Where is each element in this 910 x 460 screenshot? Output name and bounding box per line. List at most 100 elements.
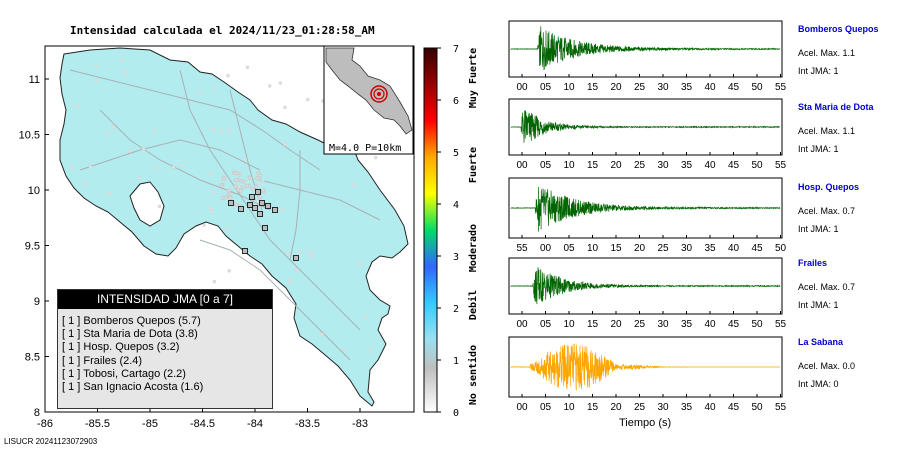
waveform-tick-label: 15 [587, 82, 599, 93]
network-station-dot [122, 69, 126, 74]
colorbar-level-label: Moderado [468, 224, 479, 272]
colorbar-tick-label: 7 [453, 44, 459, 55]
network-station-dot [320, 332, 324, 337]
network-station-dot [127, 149, 132, 154]
waveform-panel: 00 05 10 15 20 25 30 35 40 45 50 55 [508, 257, 786, 330]
network-station-dot [373, 155, 378, 160]
network-station-dot [212, 85, 216, 89]
network-station-dot [152, 129, 157, 133]
network-station-dot [250, 187, 255, 192]
network-station-dot [254, 184, 259, 189]
colorbar-tick-label: 3 [453, 252, 459, 263]
network-station-dot [256, 181, 261, 186]
colorbar-tick-label: 2 [453, 304, 459, 315]
network-station-dot [244, 183, 249, 188]
network-station-dot [70, 166, 75, 170]
network-station-dot [111, 125, 116, 129]
network-station-dot [283, 105, 287, 110]
waveform-panel: 00 05 10 15 20 25 30 35 40 45 50 55 [508, 98, 787, 171]
costa-rica-landmass [59, 47, 409, 407]
colorbar-ticks: 7 6 5 4 3 2 1 0 [437, 44, 459, 419]
network-station-dot [233, 184, 238, 189]
intensity-station-marker [228, 200, 234, 206]
x-tick-label: -86 [37, 418, 53, 430]
intensity-station-marker [255, 189, 261, 195]
waveform-tick-label: 05 [563, 243, 575, 254]
waveform-tick-label: 25 [634, 82, 646, 93]
jma-item: [ 1 ] Frailes (2.4) [62, 354, 143, 367]
intensity-station-marker [247, 202, 253, 208]
jma-item: [ 1 ] San Ignacio Acosta (1.6) [62, 381, 204, 394]
waveform-tick-label: 35 [681, 82, 693, 93]
waveform-panel: 00 05 10 15 20 25 30 35 40 45 50 55 [508, 20, 786, 93]
network-station-dot [255, 176, 260, 181]
waveform-tick-label: 15 [587, 402, 599, 413]
waveform-tick-label: 00 [516, 160, 528, 171]
network-station-dot [226, 73, 230, 78]
waveform-tick-label: 55 [775, 160, 787, 171]
network-station-dot [228, 195, 233, 200]
jma-item: [ 1 ] Bomberos Quepos (5.7) [62, 315, 201, 327]
waveform-tick-label: 30 [657, 160, 669, 171]
network-station-dot [227, 188, 232, 193]
waveform-tick-label: 00 [540, 243, 552, 254]
network-station-dot [235, 203, 240, 208]
network-station-dot [233, 178, 238, 183]
network-station-dot [311, 254, 315, 258]
waveform-tick-label: 10 [587, 243, 599, 254]
waveform-tick-label: 40 [704, 319, 716, 330]
x-tick-label: -85 [142, 418, 158, 430]
network-station-dot [245, 65, 250, 70]
intensity-station-marker [262, 225, 268, 231]
epicenter-marker [370, 85, 388, 103]
waveform-tick-label: 30 [657, 402, 669, 413]
inset-land [325, 47, 413, 135]
y-tick-label: 9.5 [25, 241, 40, 253]
network-station-dot [240, 185, 245, 190]
map-title: Intensidad calculada el 2024/11/23_01:28… [70, 24, 375, 37]
waveform-trace [510, 26, 781, 71]
network-station-dot [294, 267, 299, 272]
waveform-tick-label: 40 [704, 160, 716, 171]
waveform-tick-label: 20 [610, 160, 622, 171]
jma-item: [ 1 ] Tobosi, Cartago (2.2) [62, 367, 186, 380]
colorbar-levels: Muy Fuerte Fuerte Moderado Debil No sentido [467, 48, 479, 405]
network-station-dot [248, 175, 253, 180]
network-station-dot [342, 348, 347, 353]
colorbar-level-label: Muy Fuerte [468, 48, 479, 108]
waveform-tick-label: 05 [540, 82, 552, 93]
colorbar-tick-label: 4 [453, 200, 459, 211]
station-jma: Int JMA: 1 [798, 224, 839, 234]
waveform-tick-label: 55 [516, 243, 528, 254]
x-tick-label: -83.5 [295, 418, 320, 430]
waveform-tick-label: 15 [587, 160, 599, 171]
colorbar-level-label: Fuerte [468, 147, 479, 183]
network-station-dot [225, 226, 229, 231]
network-station-dot [227, 269, 232, 273]
waveform-tick-label: 45 [728, 402, 740, 413]
waveform-tick-label: 35 [704, 243, 716, 254]
waveform-tick-label: 30 [681, 243, 693, 254]
network-station-dot [305, 97, 310, 102]
network-station-dot [180, 163, 185, 167]
x-tick-label: -84.5 [190, 418, 215, 430]
network-station-dot [106, 191, 111, 196]
waveform-tick-label: 15 [610, 243, 622, 254]
waveform-tick-label: 05 [540, 402, 552, 413]
network-station-dot [286, 252, 290, 256]
waveform-tick-label: 40 [728, 243, 740, 254]
network-station-dot [83, 181, 88, 186]
station-jma: Int JMA: 1 [798, 144, 839, 154]
inset-label: M=4.0 P=10km [329, 143, 402, 154]
waveform-tick-label: 00 [516, 319, 528, 330]
map-axis-ticks: -86 -85.5 -85 -84.5 -84 -83.5 -83 11 10.5 10 9.5 9 8… [19, 74, 368, 430]
network-station-dot [212, 279, 217, 284]
jma-item: [ 1 ] Hosp. Quepos (3.2) [62, 341, 180, 354]
waveform-tick-label: 50 [751, 82, 763, 93]
waveform-tick-label: 40 [704, 82, 716, 93]
waveform-tick-label: 00 [516, 402, 528, 413]
network-station-dot [141, 147, 146, 151]
station-acel: Acel. Max. 1.1 [798, 48, 856, 58]
waveform-tick-label: 45 [728, 82, 740, 93]
